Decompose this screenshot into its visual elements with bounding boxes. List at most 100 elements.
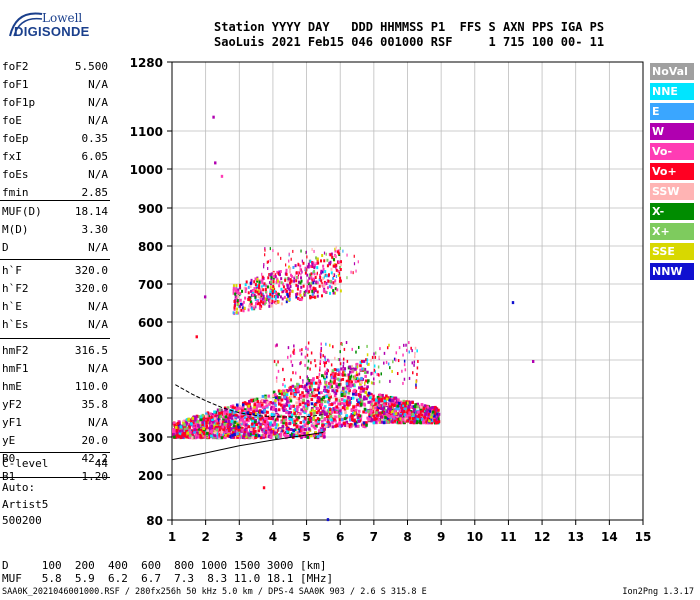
echo-point (207, 421, 211, 425)
echo-point (271, 407, 275, 411)
legend-item: X+ (650, 223, 694, 240)
echo-point (437, 420, 441, 424)
echo-point (314, 402, 317, 406)
echo-point (267, 276, 270, 280)
echo-point (319, 366, 321, 370)
echo-point (260, 410, 264, 414)
echo-point (191, 429, 194, 433)
echo-point (299, 264, 302, 268)
echo-point (263, 282, 266, 286)
echo-point (219, 415, 222, 419)
echo-point (218, 411, 221, 415)
echo-point (363, 407, 367, 411)
echo-point (377, 400, 381, 404)
echo-point (238, 405, 242, 409)
echo-point (320, 342, 322, 346)
echo-point (240, 308, 243, 312)
echo-point (251, 427, 255, 431)
echo-point (381, 408, 385, 412)
echo-point (384, 415, 387, 419)
echo-point (300, 298, 303, 302)
echo-point (333, 264, 336, 268)
echo-point (426, 417, 430, 421)
echo-point (256, 290, 259, 294)
echo-point (275, 379, 278, 383)
echo-point (224, 415, 228, 419)
echo-point (332, 407, 336, 411)
echo-point (334, 372, 337, 376)
logo-lowell-text: Lowell (42, 11, 83, 25)
echo-point (307, 434, 311, 438)
echo-point (197, 427, 201, 431)
echo-point (299, 429, 303, 433)
echo-point (295, 427, 299, 431)
echo-point (329, 291, 332, 295)
echo-point (251, 289, 254, 293)
echo-point (364, 374, 367, 378)
echo-point (334, 419, 337, 423)
echo-point (312, 433, 316, 437)
echo-point (224, 418, 227, 422)
echo-point (229, 427, 233, 431)
x-tick-label: 12 (534, 530, 551, 544)
echo-point (414, 419, 417, 423)
echo-point (329, 379, 332, 383)
echo-point (235, 420, 238, 424)
echo-point (437, 408, 440, 412)
param-name: foEp (2, 132, 29, 145)
echo-point (324, 382, 328, 386)
param-name: foE (2, 114, 22, 127)
x-tick-label: 15 (635, 530, 652, 544)
echo-point (221, 423, 224, 427)
echo-point (306, 431, 309, 435)
echo-point (277, 398, 280, 402)
echo-point (421, 417, 424, 421)
echo-point (369, 402, 373, 406)
echo-point (272, 405, 276, 409)
echo-point (403, 407, 407, 411)
echo-point (383, 396, 387, 400)
echo-point (270, 413, 274, 417)
echo-point (407, 405, 411, 409)
echo-point (378, 380, 381, 384)
echo-point (361, 367, 364, 371)
echo-point (243, 428, 247, 432)
echo-point (348, 403, 352, 407)
echo-point (235, 284, 238, 288)
echo-point (337, 373, 340, 377)
echo-point (335, 245, 337, 249)
echo-point (297, 297, 300, 301)
x-tick-label: 10 (466, 530, 483, 544)
echo-point (314, 421, 318, 425)
echo-point (274, 396, 278, 400)
echo-point (370, 409, 374, 413)
echo-point (189, 431, 192, 435)
echo-point (295, 396, 299, 400)
echo-point (408, 350, 410, 354)
echo-point (378, 393, 382, 397)
echo-point (221, 420, 225, 424)
echo-point (233, 307, 236, 311)
echo-point (249, 281, 252, 285)
echo-point (352, 271, 354, 275)
echo-point (288, 417, 291, 421)
echo-point (435, 417, 438, 421)
echo-point (372, 421, 376, 425)
echo-point (236, 311, 239, 315)
echo-point (306, 280, 309, 284)
param-name: fxI (2, 150, 22, 163)
param-value: 42.2 (81, 452, 109, 465)
echo-point (416, 405, 419, 409)
echo-point (313, 426, 317, 430)
echo-point (185, 426, 189, 430)
echo-point (280, 287, 283, 291)
echo-point (288, 404, 291, 408)
echo-point (376, 395, 380, 399)
echo-point (223, 410, 226, 414)
echo-point (383, 361, 385, 365)
echo-point (216, 435, 219, 439)
echo-point (380, 413, 383, 417)
echo-point (338, 358, 341, 362)
echo-point (228, 413, 232, 417)
echo-point (292, 433, 296, 437)
